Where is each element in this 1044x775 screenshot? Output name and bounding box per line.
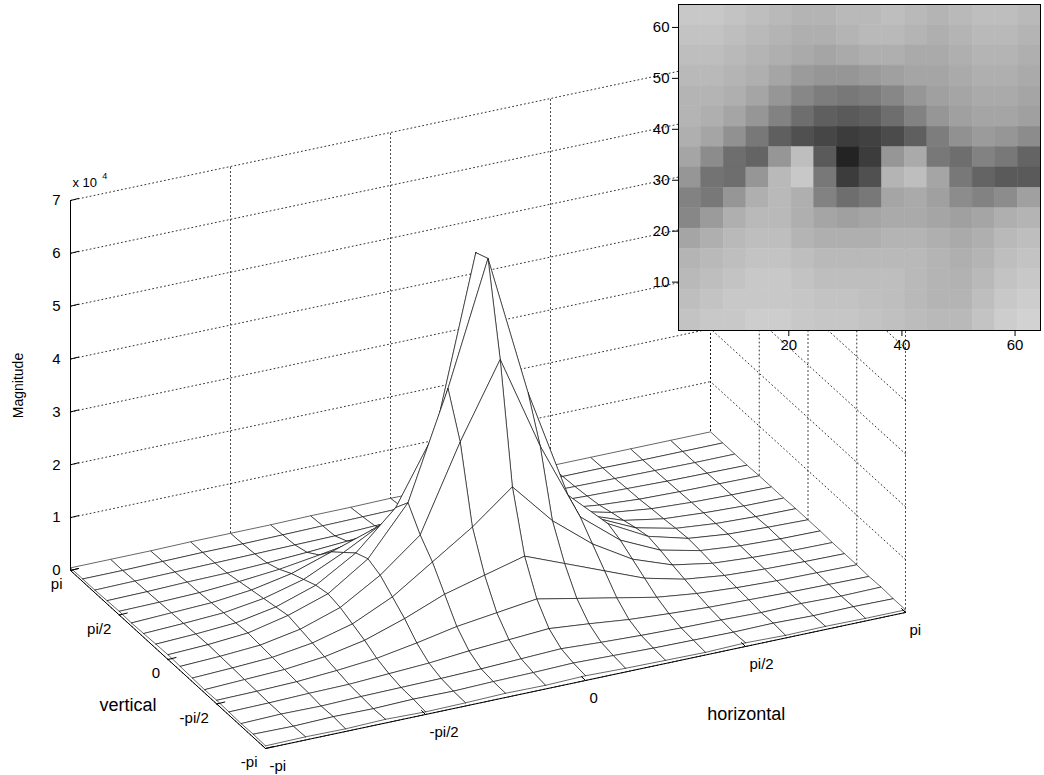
svg-text:6: 6 [52,244,60,261]
svg-text:60: 60 [1007,336,1024,353]
svg-text:10: 10 [653,273,670,290]
svg-text:Magnitude: Magnitude [10,353,26,419]
svg-text:-pi: -pi [241,753,258,770]
svg-text:40: 40 [894,336,911,353]
svg-text:30: 30 [653,171,670,188]
svg-text:0: 0 [590,689,598,706]
svg-text:7: 7 [52,191,60,208]
svg-text:5: 5 [52,297,60,314]
svg-text:50: 50 [653,69,670,86]
svg-text:pi: pi [910,621,922,638]
svg-text:3: 3 [52,403,60,420]
svg-text:vertical: vertical [99,695,156,715]
svg-text:horizontal: horizontal [707,704,785,724]
svg-text:40: 40 [653,120,670,137]
svg-text:x 10: x 10 [73,175,98,190]
svg-text:-pi/2: -pi/2 [180,709,209,726]
svg-text:0: 0 [152,664,160,681]
svg-text:pi/2: pi/2 [87,620,111,637]
svg-text:60: 60 [653,18,670,35]
svg-text:20: 20 [780,336,797,353]
svg-text:0: 0 [52,561,61,579]
svg-text:20: 20 [653,222,670,239]
svg-text:pi/2: pi/2 [750,655,774,672]
svg-text:4: 4 [52,350,60,367]
svg-text:4: 4 [102,171,107,181]
svg-text:pi: pi [51,575,63,592]
svg-text:-pi: -pi [270,757,287,774]
svg-text:-pi/2: -pi/2 [430,723,459,740]
svg-text:2: 2 [52,456,60,473]
svg-text:1: 1 [52,508,60,525]
